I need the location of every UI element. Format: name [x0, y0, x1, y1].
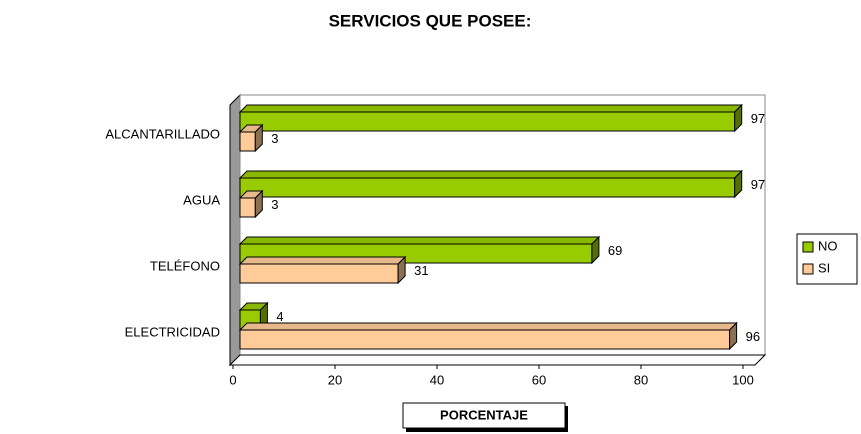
y-tick-label: ALCANTARILLADO — [105, 126, 220, 141]
bar-top — [238, 170, 743, 179]
legend-swatch — [802, 241, 814, 253]
floor — [228, 354, 767, 366]
bar — [239, 131, 256, 152]
bar-side — [734, 169, 743, 199]
x-axis-label: PORCENTAJE — [440, 407, 528, 422]
value-label: 3 — [271, 131, 278, 146]
y-tick-label: TELÉFONO — [150, 258, 220, 273]
bar-top — [238, 322, 738, 331]
bar-top — [238, 256, 407, 265]
bar-top — [238, 104, 743, 113]
legend-label: NO — [818, 238, 838, 253]
value-label: 4 — [276, 309, 283, 324]
value-label: 96 — [746, 329, 760, 344]
value-label: 3 — [271, 197, 278, 212]
bar-side — [591, 235, 600, 265]
x-tick-label: 100 — [732, 372, 754, 387]
bar-side — [254, 189, 263, 219]
x-tick-label: 60 — [532, 372, 546, 387]
legend-label: SI — [818, 260, 830, 275]
value-label: 97 — [751, 177, 765, 192]
chart-title: SERVICIOS QUE POSEE: — [329, 11, 532, 30]
side-wall — [229, 93, 241, 367]
bar — [239, 197, 256, 218]
bar — [239, 263, 399, 284]
bar-side — [729, 321, 738, 351]
y-tick-label: ELECTRICIDAD — [125, 324, 220, 339]
bar-side — [254, 123, 263, 153]
back-wall — [239, 94, 766, 356]
bar — [239, 329, 731, 350]
legend-swatch — [802, 263, 814, 275]
bar-side — [734, 103, 743, 133]
x-tick-label: 40 — [430, 372, 444, 387]
x-tick-label: 80 — [634, 372, 648, 387]
y-tick-label: AGUA — [183, 192, 220, 207]
bar — [239, 111, 736, 132]
bar-top — [238, 236, 601, 245]
bar-side — [397, 255, 406, 285]
bar — [239, 177, 736, 198]
x-label-box — [402, 402, 566, 429]
x-tick-label: 20 — [328, 372, 342, 387]
value-label: 97 — [751, 111, 765, 126]
value-label: 69 — [608, 243, 622, 258]
value-label: 31 — [414, 263, 428, 278]
x-tick-label: 0 — [229, 372, 236, 387]
